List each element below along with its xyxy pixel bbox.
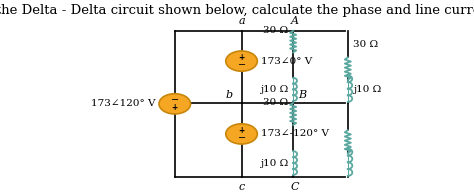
Text: −: − xyxy=(237,60,246,70)
Text: 173∠-120° V: 173∠-120° V xyxy=(261,129,329,138)
Text: C: C xyxy=(291,182,299,192)
Text: j10 Ω: j10 Ω xyxy=(353,85,382,94)
Text: 173∠0° V: 173∠0° V xyxy=(261,57,312,66)
Text: +: + xyxy=(238,126,245,135)
Text: −: − xyxy=(237,133,246,143)
Text: 30 Ω: 30 Ω xyxy=(264,26,289,35)
Text: +: + xyxy=(238,53,245,62)
Text: For the Delta - Delta circuit shown below, calculate the phase and line currents: For the Delta - Delta circuit shown belo… xyxy=(0,4,474,17)
Text: c: c xyxy=(238,182,245,192)
Text: +: + xyxy=(172,103,178,112)
Text: b: b xyxy=(226,90,233,100)
Text: a: a xyxy=(238,16,245,26)
Text: 30 Ω: 30 Ω xyxy=(353,40,378,49)
Text: A: A xyxy=(291,16,299,26)
Text: 30 Ω: 30 Ω xyxy=(264,98,289,107)
Text: 173∠120° V: 173∠120° V xyxy=(91,99,155,108)
Text: B: B xyxy=(298,90,306,100)
Text: j10 Ω: j10 Ω xyxy=(260,85,289,94)
Circle shape xyxy=(226,124,257,144)
Text: −: − xyxy=(171,95,179,105)
Text: j10 Ω: j10 Ω xyxy=(260,159,289,168)
Circle shape xyxy=(159,94,191,114)
Circle shape xyxy=(226,51,257,71)
